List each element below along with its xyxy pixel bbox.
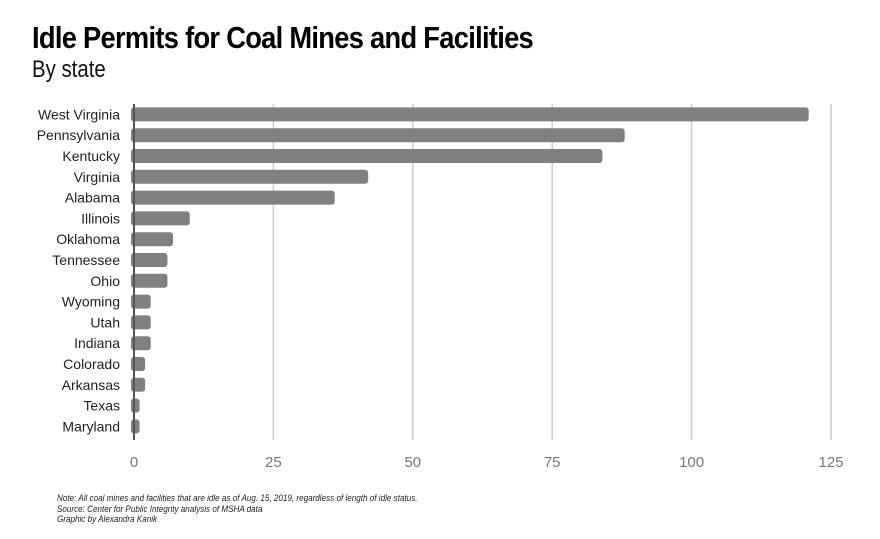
bar <box>131 149 603 163</box>
bar <box>131 232 174 247</box>
category-label: Arkansas <box>62 377 120 393</box>
category-label: Kentucky <box>62 148 120 164</box>
category-label: Oklahoma <box>56 231 120 247</box>
bar <box>131 128 625 143</box>
x-tick-label: 75 <box>544 454 561 471</box>
x-tick-label: 0 <box>130 454 138 471</box>
source-text: Source: Center for Public Integrity anal… <box>57 503 263 514</box>
category-labels: West Virginia Pennsylvania Kentucky Virgini… <box>37 106 120 434</box>
x-tick-label: 50 <box>404 454 421 471</box>
bar <box>131 294 151 309</box>
x-tick-label: 100 <box>679 454 704 471</box>
bar <box>131 211 190 226</box>
category-label: Illinois <box>81 210 120 226</box>
footnotes: Note: All coal mines and facilities that… <box>57 493 418 525</box>
bar <box>131 107 809 122</box>
credit-text: Graphic by Alexandra Kanik <box>57 514 158 524</box>
category-label: Tennessee <box>52 252 120 268</box>
category-label: Texas <box>83 398 120 414</box>
category-label: Maryland <box>62 418 120 434</box>
bar <box>131 315 151 330</box>
bar <box>131 190 335 205</box>
x-tick-label: 125 <box>818 454 843 471</box>
category-label: Utah <box>90 314 120 330</box>
bar <box>131 273 168 288</box>
category-label: Pennsylvania <box>37 127 120 143</box>
category-label: Alabama <box>65 190 120 206</box>
bar <box>131 398 140 413</box>
x-tick-label: 25 <box>265 454 282 471</box>
category-label: Colorado <box>63 356 120 372</box>
chart-subtitle: By state <box>32 56 106 83</box>
x-tick-labels: 0 25 50 75 100 125 <box>130 454 844 471</box>
category-label: Indiana <box>74 335 120 351</box>
category-label: West Virginia <box>38 106 120 122</box>
bar <box>131 169 369 184</box>
note-text: Note: All coal mines and facilities that… <box>57 493 418 503</box>
category-label: Ohio <box>90 273 120 289</box>
bar <box>131 253 168 267</box>
bar <box>131 336 151 351</box>
bars <box>131 107 809 434</box>
category-label: Wyoming <box>62 294 120 310</box>
bar <box>131 419 140 434</box>
category-label: Virginia <box>74 169 121 185</box>
chart-title: Idle Permits for Coal Mines and Faciliti… <box>32 20 534 55</box>
